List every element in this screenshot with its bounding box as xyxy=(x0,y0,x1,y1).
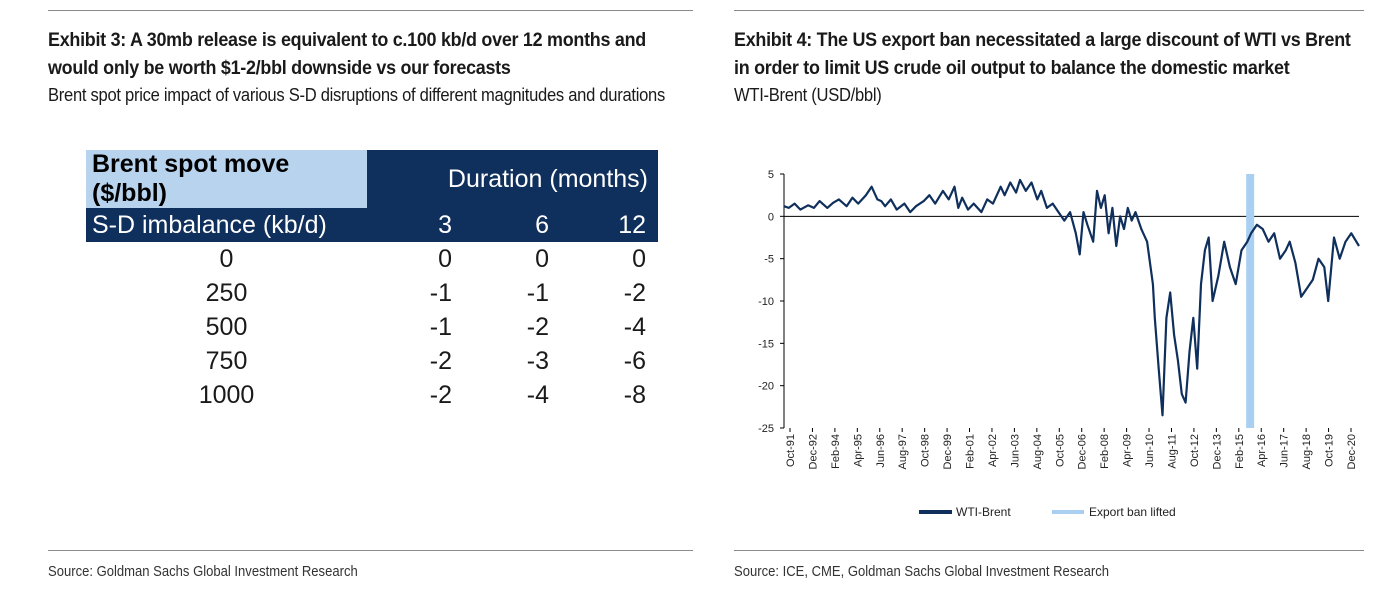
table-row: 750 -2 -3 -6 xyxy=(86,344,658,378)
table-cell: -2 xyxy=(429,346,452,375)
table-cell: -3 xyxy=(526,346,549,375)
x-tick-label: Feb-08 xyxy=(1099,434,1111,469)
x-tick-label: Apr-02 xyxy=(987,434,999,467)
exhibit-4-heading: Exhibit 4: The US export ban necessitate… xyxy=(734,26,1360,109)
x-tick-label: Apr-09 xyxy=(1122,434,1134,467)
exhibit-3-heading: Exhibit 3: A 30mb release is equivalent … xyxy=(48,26,689,109)
legend-export-ban-label: Export ban lifted xyxy=(1089,505,1176,519)
y-tick-label: 5 xyxy=(768,169,774,181)
table-cell: -2 xyxy=(623,278,646,307)
y-tick-label: -20 xyxy=(758,381,774,393)
x-tick-label: Aug-11 xyxy=(1166,434,1178,469)
x-tick-label: Jun-17 xyxy=(1279,434,1291,468)
x-tick-label: Aug-18 xyxy=(1301,434,1313,469)
x-tick-label: Dec-13 xyxy=(1211,434,1223,469)
export-ban-marker xyxy=(1246,174,1255,428)
col-header-3: 3 xyxy=(367,208,464,242)
row-label: 500 xyxy=(205,312,248,341)
x-tick-label: Dec-20 xyxy=(1346,434,1358,469)
x-tick-label: Jun-03 xyxy=(1009,434,1021,468)
exhibit-4-source: Source: ICE, CME, Goldman Sachs Global I… xyxy=(734,564,1109,580)
x-tick-label: Oct-19 xyxy=(1324,434,1336,467)
x-tick-label: Feb-15 xyxy=(1234,434,1246,469)
exhibit-3-panel: Exhibit 3: A 30mb release is equivalent … xyxy=(48,0,693,606)
wti-brent-series-line xyxy=(783,178,1360,417)
wti-brent-chart: 5 0 -5 -10 -15 -20 -25 Oct-91 Dec-92 Feb-94 Apr-95… xyxy=(758,169,1360,519)
table-cell: -8 xyxy=(623,380,646,409)
x-tick-label: Aug-97 xyxy=(897,434,909,469)
exhibit-3-source: Source: Goldman Sachs Global Investment … xyxy=(48,564,358,580)
table-row: 1000 -2 -4 -8 xyxy=(86,378,658,412)
x-tick-label: Apr-16 xyxy=(1256,434,1268,467)
brent-impact-table: Brent spot move ($/bbl) Duration (months… xyxy=(86,150,658,412)
table-row: 500 -1 -2 -4 xyxy=(86,310,658,344)
table-header-row-2: S-D imbalance (kb/d) 3 6 12 xyxy=(86,208,658,242)
row-header: S-D imbalance (kb/d) xyxy=(86,208,367,242)
y-tick-label: -10 xyxy=(758,296,774,308)
table-cell: -1 xyxy=(429,312,452,341)
legend-wti-brent-label: WTI-Brent xyxy=(956,505,1011,519)
x-tick-label: Oct-91 xyxy=(785,434,797,467)
exhibit-4-panel: Exhibit 4: The US export ban necessitate… xyxy=(734,0,1364,606)
x-tick-label: Oct-98 xyxy=(920,434,932,467)
x-tick-label: Dec-06 xyxy=(1077,434,1089,469)
table-cell: -4 xyxy=(623,312,646,341)
y-tick-label: -5 xyxy=(764,254,774,266)
row-label: 250 xyxy=(205,278,248,307)
y-tick-label: -15 xyxy=(758,338,774,350)
col-header-12: 12 xyxy=(561,208,658,242)
table-row: 0 0 0 0 xyxy=(86,242,658,276)
table-cell: 0 xyxy=(632,244,646,273)
row-label: 1000 xyxy=(198,380,255,409)
duration-header: Duration (months) xyxy=(367,150,658,208)
table-cell: -1 xyxy=(526,278,549,307)
x-tick-label: Apr-95 xyxy=(852,434,864,467)
bottom-divider xyxy=(734,550,1364,551)
table-cell: 0 xyxy=(535,244,549,273)
x-tick-label: Oct-05 xyxy=(1054,434,1066,467)
row-label: 0 xyxy=(219,244,234,273)
x-tick-label: Dec-99 xyxy=(942,434,954,469)
table-cell: -4 xyxy=(526,380,549,409)
row-label: 750 xyxy=(205,346,248,375)
table-cell: 0 xyxy=(438,244,452,273)
x-tick-label: Feb-01 xyxy=(965,434,977,469)
x-tick-label: Dec-92 xyxy=(807,434,819,469)
top-divider xyxy=(48,10,693,11)
exhibit-4-title: Exhibit 4: The US export ban necessitate… xyxy=(734,29,1351,79)
exhibit-3-title: Exhibit 3: A 30mb release is equivalent … xyxy=(48,29,646,79)
x-tick-label: Oct-12 xyxy=(1189,434,1201,467)
top-divider xyxy=(734,10,1364,11)
table-cell: -6 xyxy=(623,346,646,375)
table-row: 250 -1 -1 -2 xyxy=(86,276,658,310)
table-cell: -1 xyxy=(429,278,452,307)
exhibit-4-subtitle: WTI-Brent (USD/bbl) xyxy=(734,85,882,105)
exhibit-3-subtitle: Brent spot price impact of various S-D d… xyxy=(48,85,665,105)
table-cell: -2 xyxy=(526,312,549,341)
table-header-row-1: Brent spot move ($/bbl) Duration (months… xyxy=(86,150,658,208)
table-cell: -2 xyxy=(429,380,452,409)
x-tick-label: Jun-96 xyxy=(875,434,887,468)
x-tick-label: Jun-10 xyxy=(1144,434,1156,468)
x-tick-label: Feb-94 xyxy=(830,434,842,469)
y-tick-label: 0 xyxy=(768,211,774,223)
bottom-divider xyxy=(48,550,693,551)
col-header-6: 6 xyxy=(464,208,561,242)
x-tick-label: Aug-04 xyxy=(1032,434,1044,469)
corner-header: Brent spot move ($/bbl) xyxy=(86,150,367,208)
y-tick-label: -25 xyxy=(758,423,774,435)
